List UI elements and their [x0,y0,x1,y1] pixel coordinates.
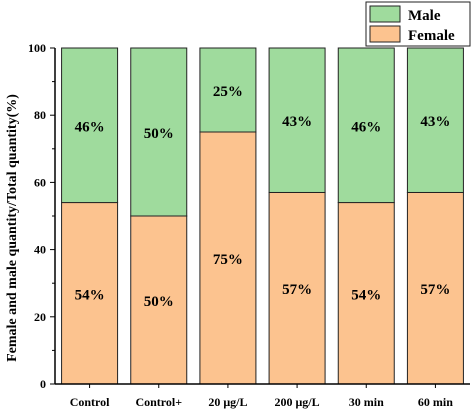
bar-male-1 [130,47,188,217]
y-tick-label-4: 80 [34,108,46,122]
labels-layer: 54% 46% Control 50% 50% Control+ 75% 25% 20 μg/L… [5,41,453,409]
bar-female-5 [406,191,464,385]
y-tick-label-1: 20 [34,310,46,324]
bar-male-3 [268,47,326,193]
y-tick-label-0: 0 [40,377,46,391]
bars-layer [61,47,464,385]
data-label-female-2: 75% [213,252,243,268]
data-label-male-2: 25% [213,84,243,100]
legend-label-male: Male [408,8,441,24]
data-label-female-0: 54% [75,287,105,303]
bar-female-0 [61,202,119,385]
axes-layer [50,47,470,388]
x-tick-label-5: 60 min [418,395,453,409]
x-tick-label-0: Control [70,395,110,409]
x-tick-label-2: 20 μg/L [208,395,247,409]
data-label-female-5: 57% [420,282,450,298]
legend-swatch-male [369,5,401,23]
data-label-male-4: 46% [351,119,381,135]
bar-male-4 [337,47,395,204]
legend-swatch-female [369,25,401,43]
data-label-female-3: 57% [282,282,312,298]
y-tick-label-3: 60 [34,175,46,189]
bar-female-2 [199,131,257,385]
bar-male-0 [61,47,119,204]
x-tick-label-4: 30 min [349,395,384,409]
data-label-female-1: 50% [144,294,174,310]
x-tick-label-1: Control+ [135,395,182,409]
data-label-female-4: 54% [351,287,381,303]
bar-male-2 [199,47,257,133]
y-tick-label-5: 100 [28,41,46,55]
bar-male-5 [406,47,464,193]
y-tick-label-2: 40 [34,243,46,257]
data-label-male-1: 50% [144,126,174,142]
data-label-male-5: 43% [420,114,450,130]
data-label-male-3: 43% [282,114,312,130]
legend: Male Female [365,1,471,47]
legend-label-female: Female [408,28,455,44]
y-axis-label: Female and male quantity/Total quantity(… [5,94,20,362]
data-label-male-0: 46% [75,119,105,135]
x-tick-label-3: 200 μg/L [275,395,320,409]
